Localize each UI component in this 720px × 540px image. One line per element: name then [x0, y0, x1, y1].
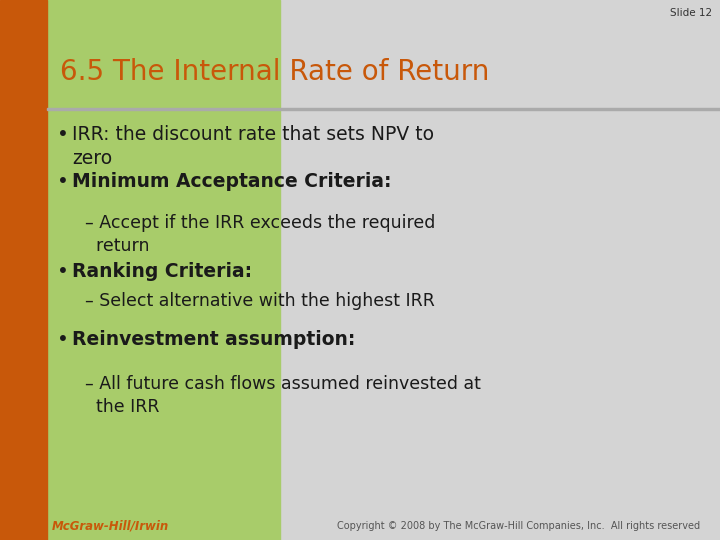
Text: IRR: the discount rate that sets NPV to
zero: IRR: the discount rate that sets NPV to …	[72, 125, 434, 168]
Text: Copyright © 2008 by The McGraw-Hill Companies, Inc.  All rights reserved: Copyright © 2008 by The McGraw-Hill Comp…	[337, 521, 700, 531]
Text: •: •	[57, 330, 69, 349]
Text: Slide 12: Slide 12	[670, 8, 712, 18]
Bar	[47, 108, 720, 110]
Text: •: •	[57, 262, 69, 281]
Text: •: •	[57, 125, 69, 144]
Text: Reinvestment assumption:: Reinvestment assumption:	[72, 330, 356, 349]
Text: McGraw-Hill/Irwin: McGraw-Hill/Irwin	[52, 519, 169, 532]
Text: •: •	[57, 172, 69, 191]
Text: 6.5 The Internal Rate of Return: 6.5 The Internal Rate of Return	[60, 58, 490, 86]
Text: Minimum Acceptance Criteria:: Minimum Acceptance Criteria:	[72, 172, 392, 191]
Bar	[47, 0, 280, 540]
Text: – Select alternative with the highest IRR: – Select alternative with the highest IR…	[85, 292, 435, 310]
Bar	[0, 0, 47, 540]
Text: – Accept if the IRR exceeds the required
  return: – Accept if the IRR exceeds the required…	[85, 214, 436, 255]
Text: – All future cash flows assumed reinvested at
  the IRR: – All future cash flows assumed reinvest…	[85, 375, 481, 416]
Text: Ranking Criteria:: Ranking Criteria:	[72, 262, 252, 281]
